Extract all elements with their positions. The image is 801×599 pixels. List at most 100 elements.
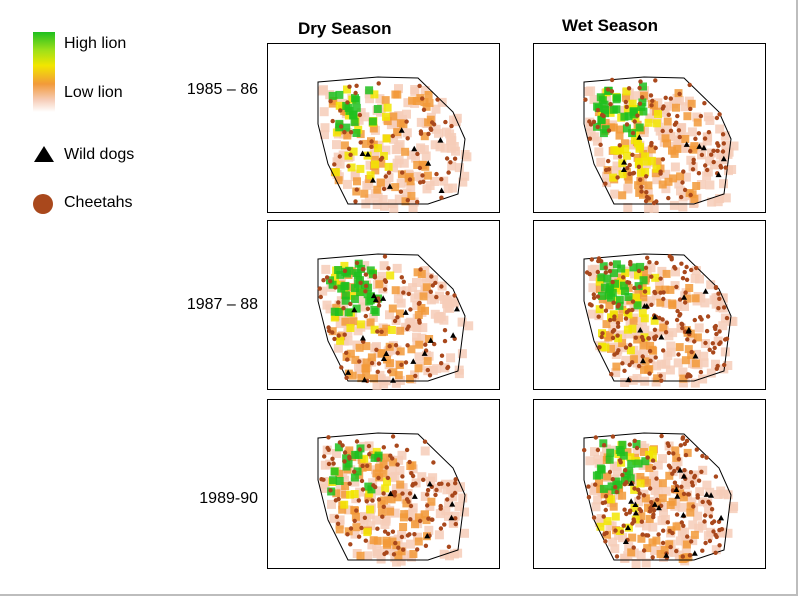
- lion-density-cell: [598, 291, 606, 300]
- lion-density-cell: [653, 499, 662, 508]
- lion-density-cell: [640, 325, 650, 335]
- cheetah-sighting: [639, 189, 644, 194]
- lion-density-cell: [593, 495, 603, 505]
- cheetah-sighting: [363, 538, 368, 543]
- cheetah-sighting: [347, 84, 352, 89]
- cheetah-sighting: [364, 499, 369, 504]
- cheetah-sighting: [341, 306, 346, 311]
- lion-density-cell: [351, 284, 359, 293]
- cheetah-sighting: [636, 164, 642, 169]
- lion-density-cell: [328, 91, 337, 100]
- cheetah-sighting: [604, 530, 609, 536]
- lion-density-cell: [640, 476, 649, 485]
- lion-density-cell: [369, 124, 378, 133]
- cheetah-sighting: [326, 435, 331, 440]
- lion-density-cell: [341, 291, 350, 300]
- lion-density-cell: [364, 482, 373, 491]
- lion-density-cell: [658, 479, 667, 488]
- lion-density-cell: [390, 471, 400, 481]
- cheetah-sighting: [653, 355, 658, 360]
- cheetah-sighting: [627, 162, 632, 168]
- lion-density-cell: [384, 162, 393, 171]
- lion-density-cell: [375, 280, 384, 289]
- cheetah-sighting: [665, 441, 670, 446]
- lion-density-cell: [621, 355, 631, 365]
- lion-density-cell: [343, 131, 352, 140]
- cheetah-sighting: [630, 152, 635, 157]
- lion-density-cell: [629, 108, 638, 117]
- lion-density-cell: [601, 125, 610, 134]
- lion-density-cell: [634, 160, 643, 169]
- cheetah-sighting: [636, 487, 641, 492]
- wild-dog-sighting: [632, 501, 639, 508]
- lion-density-cell: [330, 307, 339, 316]
- wild-dog-sighting: [427, 337, 434, 343]
- lion-density-cell: [623, 105, 632, 113]
- lion-density-cell: [637, 534, 646, 543]
- cheetah-sighting: [405, 533, 411, 538]
- cheetah-sighting: [677, 297, 683, 302]
- lion-density-cell: [431, 104, 441, 114]
- cheetah-sighting: [722, 362, 727, 368]
- lion-density-cell: [360, 454, 369, 463]
- cheetah-sighting: [619, 529, 625, 534]
- cheetah-sighting: [381, 504, 386, 509]
- lion-density-cell: [705, 180, 715, 190]
- lion-density-cell: [629, 263, 638, 272]
- lion-density-cell: [359, 302, 369, 312]
- cheetah-sighting: [407, 177, 413, 182]
- row-1985-86: 1985 – 86: [186, 81, 258, 98]
- cheetah-sighting: [375, 369, 380, 374]
- lion-density-cell: [402, 128, 412, 138]
- cheetah-sighting: [403, 360, 409, 365]
- cheetah-sighting: [684, 438, 690, 444]
- lion-density-cell: [623, 184, 633, 194]
- cheetah-sighting: [417, 320, 422, 325]
- row-1989-90: 1989-90: [199, 490, 258, 507]
- lion-density-cell: [364, 194, 374, 204]
- lion-density-cell: [335, 101, 344, 110]
- cheetah-sighting: [679, 520, 684, 525]
- lion-density-cell: [596, 157, 606, 167]
- lion-density-cell: [607, 482, 616, 491]
- lion-density-cell: [423, 171, 432, 180]
- lion-density-cell: [658, 454, 667, 464]
- cheetah-sighting: [681, 491, 687, 497]
- wild-dog-sighting: [673, 486, 680, 492]
- lion-density-cell: [335, 477, 344, 485]
- cheetah-sighting: [333, 498, 339, 503]
- lion-density-cell: [612, 95, 621, 104]
- cheetah-sighting: [663, 330, 669, 335]
- lion-density-cell: [351, 494, 361, 504]
- lion-density-cell: [356, 164, 365, 173]
- wild-dog-legend-icon: [34, 146, 54, 162]
- lion-density-cell: [620, 378, 630, 387]
- lion-density-cell: [596, 464, 605, 473]
- cheetah-sighting: [660, 157, 666, 162]
- cheetah-sighting: [421, 107, 427, 112]
- cheetah-sighting: [644, 190, 649, 195]
- cheetah-sighting: [331, 461, 336, 466]
- lion-density-cell: [611, 368, 621, 378]
- lion-density-cell: [695, 274, 704, 284]
- lion-density-cell: [588, 283, 598, 293]
- lion-density-cell: [369, 536, 378, 545]
- lion-density-cell: [704, 506, 714, 516]
- wild-dog-sighting: [448, 514, 455, 521]
- cheetah-sighting: [383, 174, 388, 179]
- cheetah-sighting: [392, 490, 398, 495]
- cheetah-sighting: [346, 164, 351, 169]
- lion-density-cell: [416, 117, 426, 127]
- lion-density-cell: [344, 308, 353, 317]
- wild-dog-sighting: [628, 498, 635, 504]
- cheetah-sighting: [363, 272, 369, 277]
- lion-density-cell: [330, 313, 339, 322]
- lion-density-cell: [641, 494, 650, 503]
- lion-density-cell: [664, 101, 674, 111]
- lion-density-cell: [415, 340, 424, 349]
- lion-density-cell: [376, 554, 386, 564]
- cheetah-sighting: [328, 279, 333, 284]
- lion-density-cell: [681, 544, 691, 554]
- cheetah-sighting: [707, 347, 712, 352]
- cheetah-sighting: [674, 120, 679, 125]
